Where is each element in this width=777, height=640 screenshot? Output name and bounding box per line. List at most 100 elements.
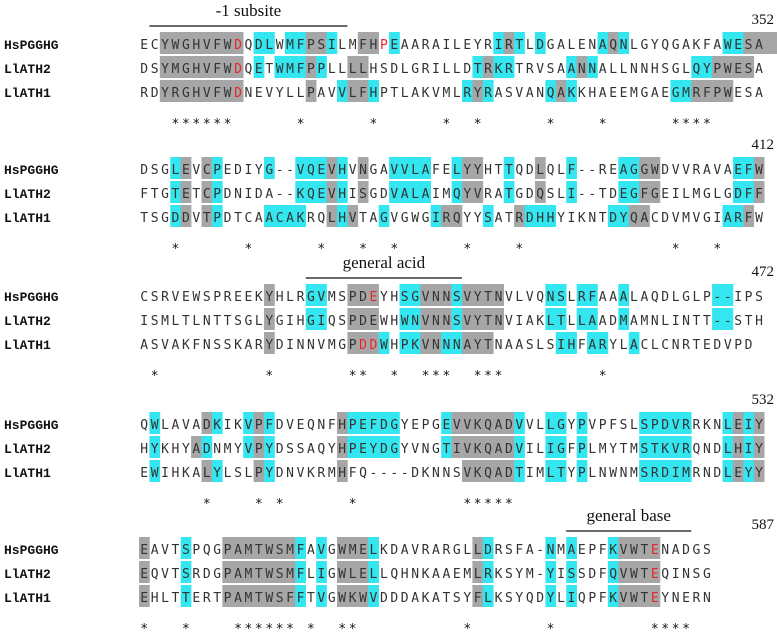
similar-shade	[399, 308, 411, 330]
similar-shade	[357, 412, 369, 434]
identical-shade	[357, 308, 369, 330]
identical-shade	[232, 80, 244, 102]
similar-shade	[316, 157, 327, 179]
sequence-row: HsPGGHG E A V T S P Q G P A M T W S M F A V G W M E L K D A V R A R G L L…	[4, 537, 711, 559]
similar-shade	[368, 436, 379, 458]
similar-shade	[545, 585, 557, 607]
identical-shade	[191, 56, 202, 78]
similar-shade	[462, 80, 473, 102]
identical-shade	[180, 205, 192, 227]
similar-shade	[451, 332, 463, 354]
similar-shade	[284, 56, 296, 78]
similar-shade	[264, 412, 275, 434]
similar-shade	[149, 436, 161, 458]
sequence-name: HsPGGHG	[4, 290, 59, 305]
identical-shade	[347, 561, 359, 583]
identical-shade	[441, 284, 452, 306]
sequence-name: LlATH1	[4, 591, 51, 606]
identical-shade	[503, 32, 515, 54]
feature-label: general base	[586, 506, 670, 525]
similar-shade	[409, 181, 421, 203]
identical-shade	[180, 56, 192, 78]
identical-shade	[222, 56, 234, 78]
identical-shade	[336, 412, 348, 434]
identical-shade	[336, 436, 348, 458]
identical-shade	[347, 56, 359, 78]
similar-shade	[368, 412, 379, 434]
similar-shade	[180, 585, 192, 607]
similar-shade	[357, 436, 369, 458]
similar-shade	[555, 412, 567, 434]
similar-shade	[326, 32, 338, 54]
similar-shade	[378, 436, 390, 458]
similar-shade	[566, 181, 577, 203]
identical-shade	[201, 181, 213, 203]
similar-shade	[660, 460, 671, 482]
similar-shade	[566, 56, 577, 78]
similar-shade	[587, 284, 598, 306]
identical-shade	[639, 205, 650, 227]
similar-shade	[482, 585, 494, 607]
similar-shade	[482, 537, 494, 559]
identical-shade	[347, 308, 359, 330]
similar-shade	[409, 157, 421, 179]
similar-shade	[628, 181, 640, 203]
alignment-block: 352 -1 subsite HsPGGHG E C Y W G H V F W D Q D L W M F P S I L…	[4, 1, 777, 132]
identical-shade	[753, 32, 765, 54]
similar-shade	[180, 537, 192, 559]
identical-shade	[253, 537, 265, 559]
similar-shade	[618, 205, 630, 227]
similar-shade	[691, 56, 702, 78]
sequence-row: LlATH1 A S V A K F N S S K A R Y D I N N V M G P D D W H P K V N N N A Y T…	[4, 332, 753, 354]
identical-shade	[649, 181, 661, 203]
similar-shade	[368, 585, 379, 607]
sequence-name: HsPGGHG	[4, 543, 59, 558]
similar-shade	[316, 284, 327, 306]
similar-shade	[389, 436, 400, 458]
similar-shade	[451, 284, 463, 306]
similar-shade	[545, 308, 557, 330]
similar-shade	[670, 412, 682, 434]
identical-shade	[628, 561, 640, 583]
identical-shade	[722, 80, 734, 102]
similar-shade	[409, 284, 421, 306]
identical-shade	[628, 585, 640, 607]
similar-shade	[680, 436, 692, 458]
sequence-row: HsPGGHG E C Y W G H V F W D Q D L W M F P S I L M F H P E A A R A I L E Y…	[4, 32, 777, 54]
identical-shade	[534, 157, 546, 179]
similar-shade	[493, 32, 504, 54]
similar-shade	[378, 412, 390, 434]
similar-shade	[389, 32, 400, 54]
identical-shade	[462, 332, 473, 354]
identical-shade	[482, 284, 494, 306]
similar-shade	[295, 56, 307, 78]
identical-shade	[284, 585, 296, 607]
identical-shade	[232, 56, 244, 78]
identical-shade	[753, 157, 765, 179]
similar-shade	[576, 436, 588, 458]
similar-shade	[743, 460, 755, 482]
identical-shade	[253, 561, 265, 583]
similar-shade	[576, 284, 588, 306]
identical-shade	[222, 585, 234, 607]
conservation-line: * * * * * * * * * * * * * * * * *	[140, 622, 690, 637]
similar-shade	[420, 181, 432, 203]
sequence-row: LlATH1 E W I H K A L Y L S L P Y D N V K R M H F Q - - - - D K N N S V K Q…	[4, 460, 765, 482]
similar-shade	[576, 412, 588, 434]
similar-shade	[566, 157, 577, 179]
similar-shade	[587, 332, 598, 354]
similar-shade	[336, 181, 348, 203]
similar-shade	[284, 32, 296, 54]
similar-shade	[743, 412, 755, 434]
identical-shade	[284, 561, 296, 583]
similar-shade	[555, 332, 567, 354]
similar-shade	[399, 181, 411, 203]
identical-shade	[503, 436, 515, 458]
alignment-block: 532 HsPGGHG Q W L A V A D K I K V P F D V E Q N F H P E F D G Y E P G E…	[4, 392, 774, 512]
conservation-line: * * * * * * * * * * * * * * * *	[172, 117, 711, 132]
block-end-number: 587	[752, 517, 775, 533]
similar-shade	[264, 32, 275, 54]
similar-shade	[389, 157, 400, 179]
